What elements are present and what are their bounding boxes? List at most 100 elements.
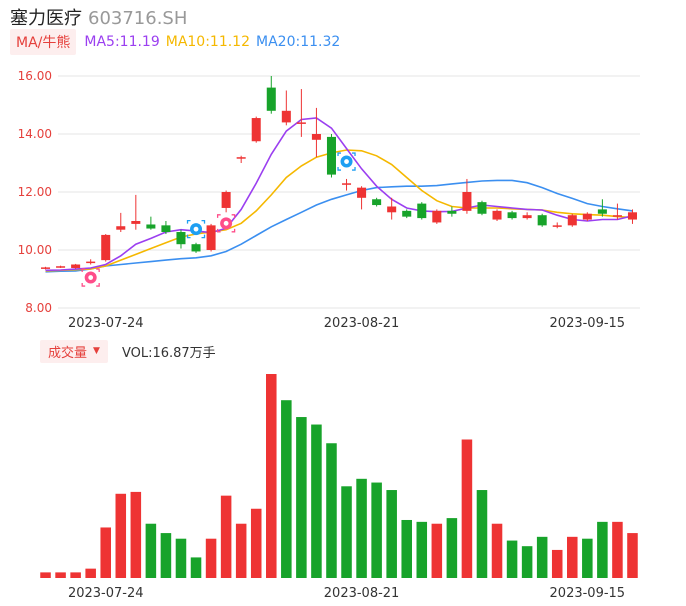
- candlestick: [537, 213, 547, 227]
- bear-marker-icon: [337, 152, 356, 171]
- marker-frame: [216, 214, 236, 233]
- candlestick: [236, 155, 246, 163]
- candlestick: [116, 212, 126, 233]
- price-tick-label: 10.00: [18, 243, 52, 257]
- candlestick: [432, 209, 442, 224]
- volume-bar: [296, 417, 307, 578]
- candle-body: [221, 192, 231, 208]
- ma20-label: MA20:11.32: [256, 34, 341, 50]
- volume-bar: [461, 439, 473, 578]
- candle-body: [281, 110, 291, 123]
- bull-marker-icon: [216, 214, 236, 233]
- candlestick: [447, 206, 457, 217]
- price-date-label: 2023-08-21: [324, 316, 400, 330]
- ma-legend: MA/牛熊 MA5:11.19 MA10:11.12 MA20:11.32: [10, 29, 346, 55]
- price-tick-label: 16.00: [18, 69, 52, 83]
- candle-body: [342, 183, 352, 185]
- marker-dot: [88, 275, 94, 280]
- candle-body: [477, 202, 487, 214]
- volume-bar: [446, 518, 458, 578]
- volume-bar: [311, 424, 322, 578]
- candle-body: [447, 210, 457, 214]
- ma10-label: MA10:11.12: [165, 34, 251, 50]
- volume-bar: [506, 540, 518, 578]
- volume-bar: [281, 400, 292, 578]
- candle-body: [266, 87, 276, 111]
- candle-body: [597, 209, 607, 214]
- candlestick: [627, 209, 637, 224]
- volume-bar: [491, 523, 503, 578]
- candle-body: [236, 157, 246, 159]
- candle-body: [537, 215, 547, 226]
- candlestick: [161, 221, 171, 235]
- volume-bar: [145, 523, 157, 578]
- candle-body: [507, 212, 517, 219]
- volume-legend: 成交量 ▼ VOL:16.87万手: [40, 339, 216, 363]
- price-tick-label: 12.00: [18, 185, 52, 199]
- candlestick: [41, 266, 51, 270]
- candlestick: [71, 263, 81, 269]
- volume-bar: [100, 527, 111, 578]
- candle-body: [146, 224, 156, 229]
- candlestick: [387, 197, 397, 220]
- marker-dot: [223, 220, 229, 226]
- candle-body: [372, 199, 382, 206]
- volume-bar: [386, 490, 397, 578]
- price-tick-label: 14.00: [18, 127, 52, 141]
- candle-body: [131, 221, 141, 224]
- volume-bar: [431, 523, 443, 578]
- candlestick: [86, 259, 96, 265]
- candle-body: [387, 206, 397, 213]
- candlestick: [522, 212, 532, 220]
- candlestick: [507, 210, 517, 220]
- candlestick: [101, 234, 111, 262]
- candlestick: [251, 116, 261, 143]
- volume-bar: [40, 572, 51, 578]
- volume-date-label: 2023-07-24: [68, 586, 144, 601]
- candle-body: [462, 192, 472, 211]
- candle-body: [296, 122, 306, 124]
- candle-body: [191, 244, 201, 252]
- volume-bar: [70, 572, 81, 578]
- candlestick: [462, 178, 472, 214]
- marker-frame: [186, 219, 206, 239]
- candle-body: [206, 225, 216, 250]
- volume-bar: [205, 538, 217, 578]
- candle-body: [116, 226, 126, 230]
- candle-body: [522, 215, 532, 219]
- candlestick: [567, 213, 577, 227]
- candlestick: [492, 209, 502, 221]
- candlestick: [281, 90, 291, 126]
- price-candlestick-chart[interactable]: 16.00 14.00 12.00 10.00 8.00 2023-07-24 2023-0…: [0, 0, 686, 330]
- marker-dot: [193, 226, 199, 232]
- volume-bar: [160, 533, 172, 578]
- volume-value: VOL:16.87万手: [121, 345, 216, 361]
- volume-bar: [476, 490, 488, 578]
- price-date-label: 2023-07-24: [68, 316, 144, 330]
- volume-bar: [130, 491, 142, 578]
- candle-body: [582, 213, 592, 220]
- candlestick: [191, 242, 201, 253]
- stock-name: 塞力医疗: [10, 8, 82, 29]
- candle-body: [161, 225, 171, 233]
- ma-indicator-selector[interactable]: MA/牛熊: [10, 29, 77, 55]
- candlestick: [131, 194, 141, 230]
- marker-frame: [337, 152, 356, 171]
- volume-bar: [371, 482, 382, 578]
- candle-body: [251, 118, 261, 142]
- candlestick: [402, 209, 412, 219]
- candlestick: [477, 200, 487, 216]
- volume-bar: [266, 374, 277, 578]
- volume-bar: [551, 549, 563, 578]
- candlestick: [311, 107, 321, 158]
- volume-indicator-selector[interactable]: 成交量 ▼: [40, 339, 108, 363]
- volume-bar: [597, 521, 608, 578]
- price-tick-label: 8.00: [25, 301, 52, 315]
- candlestick: [296, 89, 306, 137]
- volume-bar: [220, 495, 232, 578]
- volume-bar: [612, 521, 623, 578]
- volume-bar: [356, 478, 367, 578]
- candlestick: [597, 199, 607, 217]
- candlestick: [372, 197, 382, 207]
- volume-bar: [627, 533, 638, 578]
